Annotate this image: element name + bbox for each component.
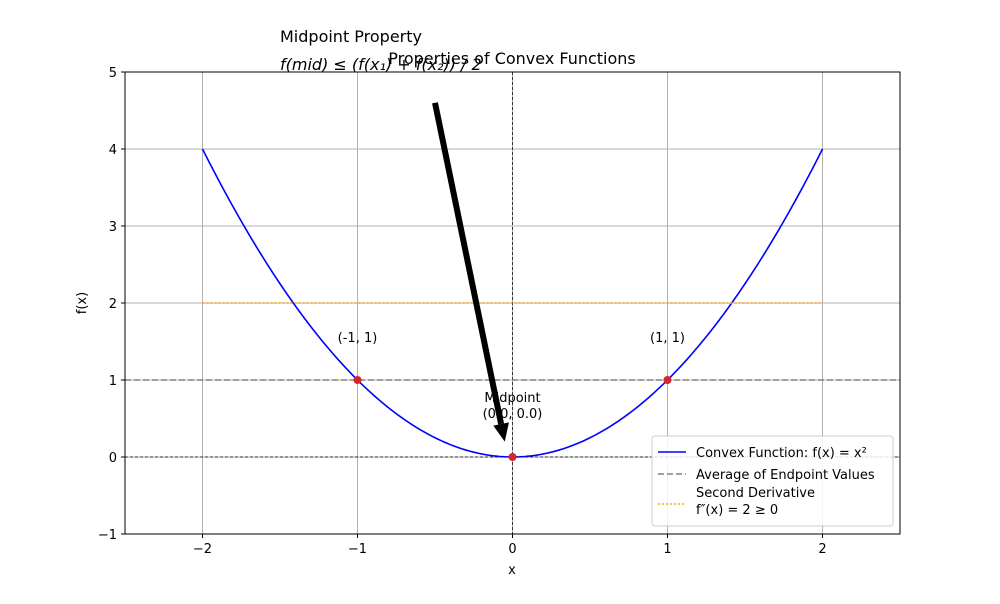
- legend-label-2: Second Derivative: [696, 486, 815, 501]
- legend-label-0: Convex Function: f(x) = x²: [696, 446, 867, 461]
- x-tick-label: −2: [193, 542, 212, 557]
- y-tick-label: 1: [109, 374, 117, 389]
- data-point-1: [663, 376, 672, 384]
- data-point-0: [353, 376, 362, 384]
- x-tick-label: 0: [508, 542, 516, 557]
- y-tick-label: 5: [109, 66, 117, 81]
- x-ticks: −2 −1 0 1 2: [193, 534, 827, 557]
- points: [353, 376, 672, 461]
- annotation-formula: f(mid) ≤ (f(x₁) + f(x₂)) / 2: [280, 55, 482, 74]
- chart-title: Properties of Convex Functions: [388, 49, 636, 68]
- x-tick-label: −1: [348, 542, 367, 557]
- y-tick-label: −1: [98, 528, 117, 543]
- midpoint-label: Midpoint (0.0, 0.0): [483, 391, 543, 422]
- legend-box: [651, 435, 894, 527]
- y-ticks: −1 0 1 2 3 4 5: [98, 66, 125, 543]
- x-tick-label: 2: [818, 542, 826, 557]
- point-label-0: (-1, 1): [338, 331, 378, 346]
- y-tick-label: 3: [109, 220, 117, 235]
- point-label-1: (1, 1): [650, 331, 685, 346]
- data-point-2: [508, 453, 517, 461]
- y-axis-label: f(x): [75, 292, 90, 314]
- annotation-arrow-shaft: [432, 102, 505, 425]
- annotation-arrow-head: [493, 422, 509, 442]
- x-axis-label: x: [508, 563, 516, 578]
- annotation-title: Midpoint Property: [280, 27, 422, 46]
- y-tick-label: 0: [109, 451, 117, 466]
- midpoint-annotation: Midpoint Property f(mid) ≤ (f(x₁) + f(x₂…: [280, 27, 509, 442]
- y-tick-label: 2: [109, 297, 117, 312]
- legend-label-1: Average of Endpoint Values: [696, 468, 875, 483]
- y-tick-label: 4: [109, 143, 117, 158]
- x-tick-label: 1: [663, 542, 671, 557]
- legend: Convex Function: f(x) = x² Average of End…: [651, 435, 894, 527]
- legend-label-2-line2: f″(x) = 2 ≥ 0: [696, 503, 778, 518]
